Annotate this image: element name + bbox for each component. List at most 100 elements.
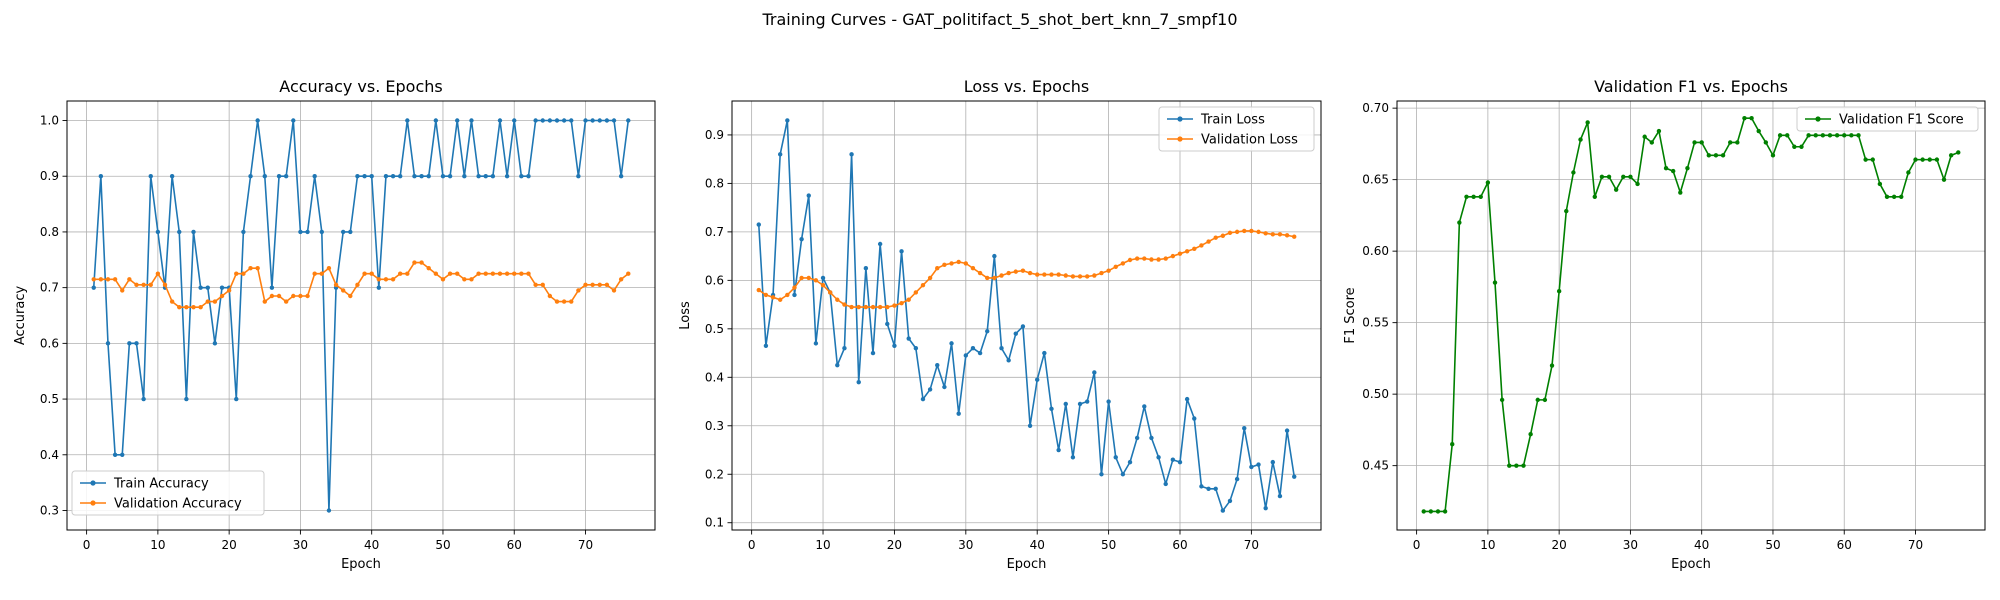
data-point xyxy=(120,288,125,293)
data-point xyxy=(305,293,310,299)
data-point xyxy=(219,293,225,299)
data-point xyxy=(942,262,947,268)
data-point xyxy=(1891,194,1897,200)
data-point xyxy=(813,278,819,283)
chart-title: Accuracy vs. Epochs xyxy=(279,77,442,96)
data-point xyxy=(1170,457,1176,462)
data-point xyxy=(561,118,567,123)
legend-label: Validation Loss xyxy=(1201,133,1298,148)
x-tick-label: 70 xyxy=(1244,538,1259,552)
data-point xyxy=(985,329,990,334)
legend: Validation F1 Score xyxy=(1796,106,1979,132)
data-point xyxy=(205,299,210,304)
data-point xyxy=(283,174,289,179)
data-point xyxy=(1578,137,1583,142)
data-point xyxy=(312,174,317,179)
data-point xyxy=(999,346,1004,351)
x-tick-label: 70 xyxy=(578,538,593,552)
data-point xyxy=(469,277,474,282)
data-point xyxy=(1134,435,1140,441)
y-tick-label: 0.70 xyxy=(1362,101,1389,115)
data-point xyxy=(892,303,897,308)
data-point xyxy=(1134,256,1140,261)
data-point xyxy=(547,293,553,299)
data-point xyxy=(1670,168,1676,174)
data-point xyxy=(1606,174,1612,179)
data-point xyxy=(870,304,876,310)
data-point xyxy=(1464,194,1469,200)
data-point xyxy=(827,290,833,295)
y-axis-label: Loss xyxy=(678,301,693,330)
data-point xyxy=(1735,140,1740,145)
data-point xyxy=(333,282,339,288)
data-point xyxy=(970,266,976,271)
data-point xyxy=(504,174,510,179)
data-point xyxy=(1906,170,1911,175)
data-point xyxy=(412,260,417,265)
data-point xyxy=(533,118,538,123)
data-point xyxy=(1457,220,1462,225)
data-point xyxy=(1284,428,1290,433)
data-point xyxy=(512,118,517,123)
x-tick-label: 60 xyxy=(1837,538,1852,552)
data-point xyxy=(1242,228,1247,234)
data-point xyxy=(777,152,783,157)
data-point xyxy=(291,293,296,299)
chart-panel-3: 0 10 20 30 40 50 60 70 0.45 0.50 0.55 0.60 0.65 0.70 V… xyxy=(1343,77,1986,572)
data-point xyxy=(504,271,510,276)
data-point xyxy=(956,259,961,265)
data-point xyxy=(269,285,275,290)
data-point xyxy=(977,350,983,356)
data-point xyxy=(1149,257,1154,262)
data-point xyxy=(155,271,161,276)
data-point xyxy=(763,292,769,298)
data-point xyxy=(1642,134,1647,139)
data-point xyxy=(1435,509,1441,514)
x-tick-label: 50 xyxy=(435,538,450,552)
data-point xyxy=(1877,181,1883,187)
y-tick-label: 0.9 xyxy=(40,169,59,183)
data-point xyxy=(1092,370,1097,375)
data-point xyxy=(198,304,203,310)
data-point xyxy=(777,297,783,302)
x-tick-label: 10 xyxy=(815,538,830,552)
data-point xyxy=(906,336,911,341)
data-point xyxy=(1199,243,1204,248)
data-point xyxy=(820,275,826,281)
data-point xyxy=(1613,187,1619,192)
data-point xyxy=(369,271,374,276)
data-point xyxy=(1692,140,1697,145)
data-point xyxy=(1184,396,1190,402)
data-point xyxy=(1227,498,1233,504)
data-point xyxy=(1035,272,1040,277)
data-point xyxy=(255,265,260,271)
y-tick-label: 0.5 xyxy=(40,392,59,406)
chart-panel-2: 0 10 20 30 40 50 60 70 0.1 0.2 0.3 0.4 0.5 0.6 0.7 0.8 0… xyxy=(678,77,1322,572)
data-point xyxy=(483,174,488,179)
data-point xyxy=(1070,455,1076,460)
legend-box xyxy=(71,470,265,516)
chart-panel-1: 0 10 20 30 40 50 60 70 0.3 0.4 0.5 0.6 0.7 0.8 0.9 1.0 A… xyxy=(13,77,656,572)
data-point xyxy=(813,341,819,346)
data-point xyxy=(576,288,581,293)
data-point xyxy=(1699,140,1704,145)
data-point xyxy=(440,174,446,179)
data-point xyxy=(1492,280,1498,285)
data-point xyxy=(963,353,969,358)
x-tick-label: 60 xyxy=(507,538,522,552)
x-tick-label: 40 xyxy=(1694,538,1709,552)
data-point xyxy=(205,285,210,290)
data-point xyxy=(1913,157,1918,162)
data-point xyxy=(1421,509,1426,514)
y-tick-label: 0.65 xyxy=(1362,173,1389,187)
data-point xyxy=(355,174,360,179)
data-point xyxy=(1127,257,1133,263)
data-point xyxy=(1856,133,1861,138)
data-point xyxy=(792,285,797,290)
data-point xyxy=(1485,180,1491,185)
data-point xyxy=(949,341,954,346)
data-point xyxy=(1742,115,1747,121)
legend-marker xyxy=(1815,116,1821,122)
y-tick-label: 0.6 xyxy=(705,273,724,287)
data-point xyxy=(1142,404,1147,409)
